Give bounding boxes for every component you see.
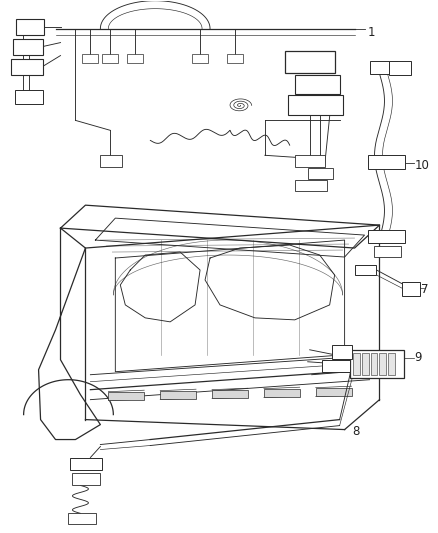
Bar [361, 353, 368, 375]
Bar [72, 473, 100, 486]
Bar [321, 360, 350, 372]
Bar [355, 265, 377, 275]
Bar [16, 19, 43, 35]
Text: 1: 1 [367, 26, 375, 39]
Bar [389, 353, 396, 375]
Bar [127, 53, 143, 62]
Bar [370, 61, 397, 74]
Bar [295, 75, 339, 94]
Bar [264, 389, 300, 397]
Text: 10: 10 [414, 159, 429, 172]
Text: 9: 9 [414, 351, 422, 364]
Bar [68, 513, 96, 524]
Bar [13, 38, 42, 54]
Bar [11, 59, 42, 75]
Bar [389, 61, 411, 75]
Bar [100, 155, 122, 167]
Bar [212, 390, 248, 398]
Bar [316, 387, 352, 395]
Text: 8: 8 [353, 425, 360, 438]
Bar [379, 353, 386, 375]
Bar [295, 155, 325, 167]
Bar [371, 353, 378, 375]
Bar [227, 53, 243, 62]
Bar [71, 457, 102, 471]
Text: 7: 7 [421, 284, 429, 296]
Bar [288, 95, 343, 116]
Bar [403, 282, 420, 296]
Bar [102, 53, 118, 62]
Bar [108, 392, 144, 400]
Bar [374, 246, 401, 257]
Bar [160, 391, 196, 399]
Bar [82, 53, 99, 62]
Bar [353, 353, 360, 375]
Bar [295, 180, 327, 191]
Bar [192, 53, 208, 62]
Bar [350, 350, 404, 378]
Bar [308, 168, 332, 179]
Bar [332, 345, 352, 359]
Bar [367, 155, 406, 169]
Bar [367, 230, 406, 243]
Bar [285, 51, 335, 72]
Bar [14, 91, 42, 104]
